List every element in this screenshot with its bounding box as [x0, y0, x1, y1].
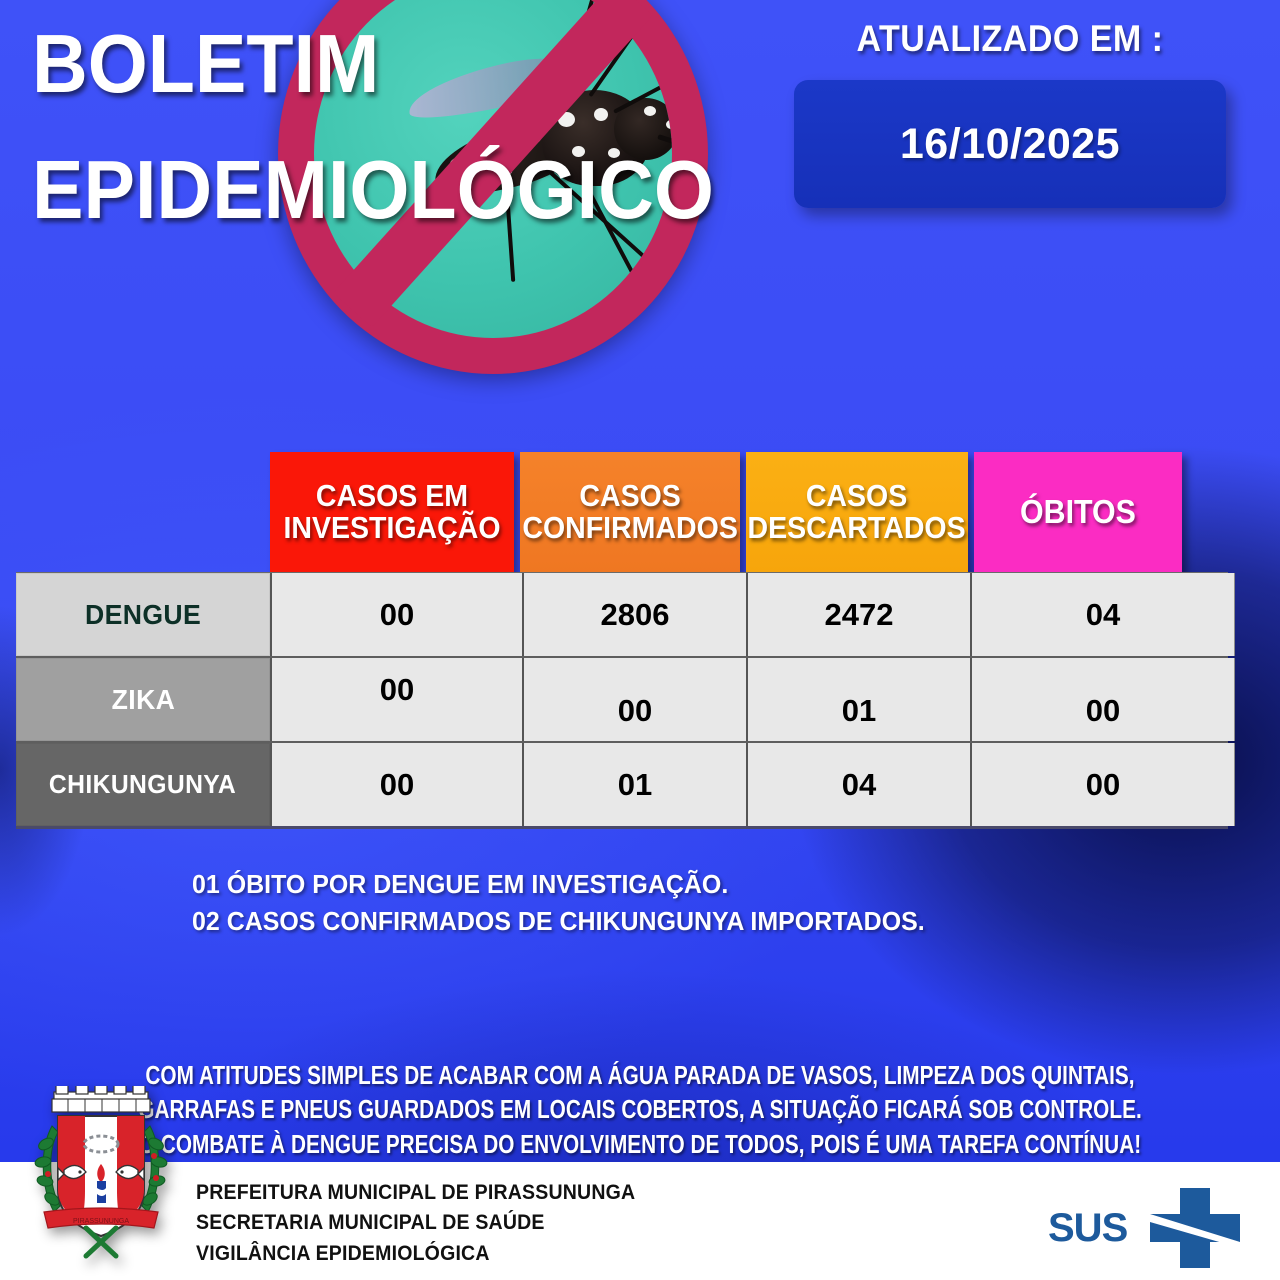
footer-line: SECRETARIA MUNICIPAL DE SAÚDE	[196, 1211, 545, 1235]
column-header-deaths: ÓBITOS	[974, 452, 1182, 572]
table-header-row: CASOS EM INVESTIGAÇÃO CASOS CONFIRMADOS …	[270, 452, 1228, 572]
cell-zika-confirmed: 00	[524, 658, 748, 741]
table-row: ZIKA 00 00 01 00	[16, 658, 1235, 743]
cell-chikungunya-confirmed: 01	[524, 743, 748, 826]
note-line: 01 ÓBITO POR DENGUE EM INVESTIGAÇÃO.	[192, 869, 729, 899]
sus-logo: SUS	[1048, 1188, 1240, 1268]
page-title: BOLETIM EPIDEMIOLÓGICO	[32, 17, 714, 236]
table-row: CHIKUNGUNYA 00 01 04 00	[16, 743, 1235, 829]
prevention-message: COM ATITUDES SIMPLES DE ACABAR COM A ÁGU…	[0, 1058, 1280, 1161]
sus-label: SUS	[1048, 1206, 1128, 1250]
note-line: 02 CASOS CONFIRMADOS DE CHIKUNGUNYA IMPO…	[192, 905, 925, 936]
column-header-confirmed-label: CASOS CONFIRMADOS	[522, 478, 738, 545]
row-label-chikungunya-text: CHIKUNGUNYA	[49, 769, 237, 799]
column-header-deaths-label: ÓBITOS	[1020, 493, 1136, 531]
cell-chikungunya-investigation: 00	[272, 743, 524, 826]
update-date-value: 16/10/2025	[899, 119, 1121, 168]
column-header-discarded-label: CASOS DESCARTADOS	[747, 478, 967, 545]
column-header-investigation: CASOS EM INVESTIGAÇÃO	[270, 452, 514, 572]
cell-zika-discarded: 01	[748, 658, 972, 741]
cell-chikungunya-discarded: 04	[748, 743, 972, 826]
cell-chikungunya-deaths: 00	[972, 743, 1235, 826]
cell-dengue-deaths: 04	[972, 573, 1235, 656]
mosquito-prohibition-icon	[278, 0, 708, 374]
footer-text: PREFEITURA MUNICIPAL DE PIRASSUNUNGA SEC…	[196, 1178, 668, 1269]
row-label-dengue: DENGUE	[16, 573, 272, 656]
footer-line: PREFEITURA MUNICIPAL DE PIRASSUNUNGA	[196, 1181, 636, 1204]
cell-dengue-investigation: 00	[272, 573, 524, 656]
row-label-zika: ZIKA	[16, 658, 272, 741]
cell-zika-deaths: 00	[972, 658, 1235, 741]
cell-dengue-discarded: 2472	[748, 573, 972, 656]
row-label-zika-text: ZIKA	[111, 683, 175, 715]
column-header-discarded: CASOS DESCARTADOS	[746, 452, 968, 572]
header-section: BOLETIM EPIDEMIOLÓGICO ATUALIZADO EM : 1…	[0, 0, 1280, 400]
message-line: COM ATITUDES SIMPLES DE ACABAR COM A ÁGU…	[145, 1060, 1135, 1090]
update-date-box: 16/10/2025	[794, 80, 1226, 208]
row-label-dengue-text: DENGUE	[84, 598, 202, 630]
title-line-1: BOLETIM	[32, 17, 380, 110]
table-body: DENGUE 00 2806 2472 04 ZIKA 00 00 01 00 …	[16, 572, 1235, 829]
row-label-chikungunya: CHIKUNGUNYA	[16, 743, 272, 826]
sus-cross-icon	[1150, 1188, 1240, 1268]
column-header-confirmed: CASOS CONFIRMADOS	[520, 452, 740, 572]
update-date-label: ATUALIZADO EM :	[856, 18, 1164, 59]
message-line: O COMBATE À DENGUE PRECISA DO ENVOLVIMEN…	[138, 1128, 1142, 1159]
table-row: DENGUE 00 2806 2472 04	[16, 572, 1235, 658]
footer-band	[0, 1162, 1280, 1280]
footer-line: VIGILÂNCIA EPIDEMIOLÓGICA	[196, 1241, 490, 1265]
notes-section: 01 ÓBITO POR DENGUE EM INVESTIGAÇÃO. 02 …	[192, 866, 1092, 940]
pirassununga-coat-of-arms-icon: PIRASSUNUNGA	[34, 1086, 168, 1259]
message-line: GARRAFAS E PNEUS GUARDADOS EM LOCAIS COB…	[138, 1094, 1142, 1125]
title-line-2: EPIDEMIOLÓGICO	[32, 142, 714, 236]
update-date-block: ATUALIZADO EM : 16/10/2025	[760, 18, 1260, 208]
svg-text:PIRASSUNUNGA: PIRASSUNUNGA	[73, 1218, 129, 1225]
column-header-investigation-label: CASOS EM INVESTIGAÇÃO	[283, 478, 501, 545]
cell-zika-investigation: 00	[272, 658, 524, 741]
cell-dengue-confirmed: 2806	[524, 573, 748, 656]
